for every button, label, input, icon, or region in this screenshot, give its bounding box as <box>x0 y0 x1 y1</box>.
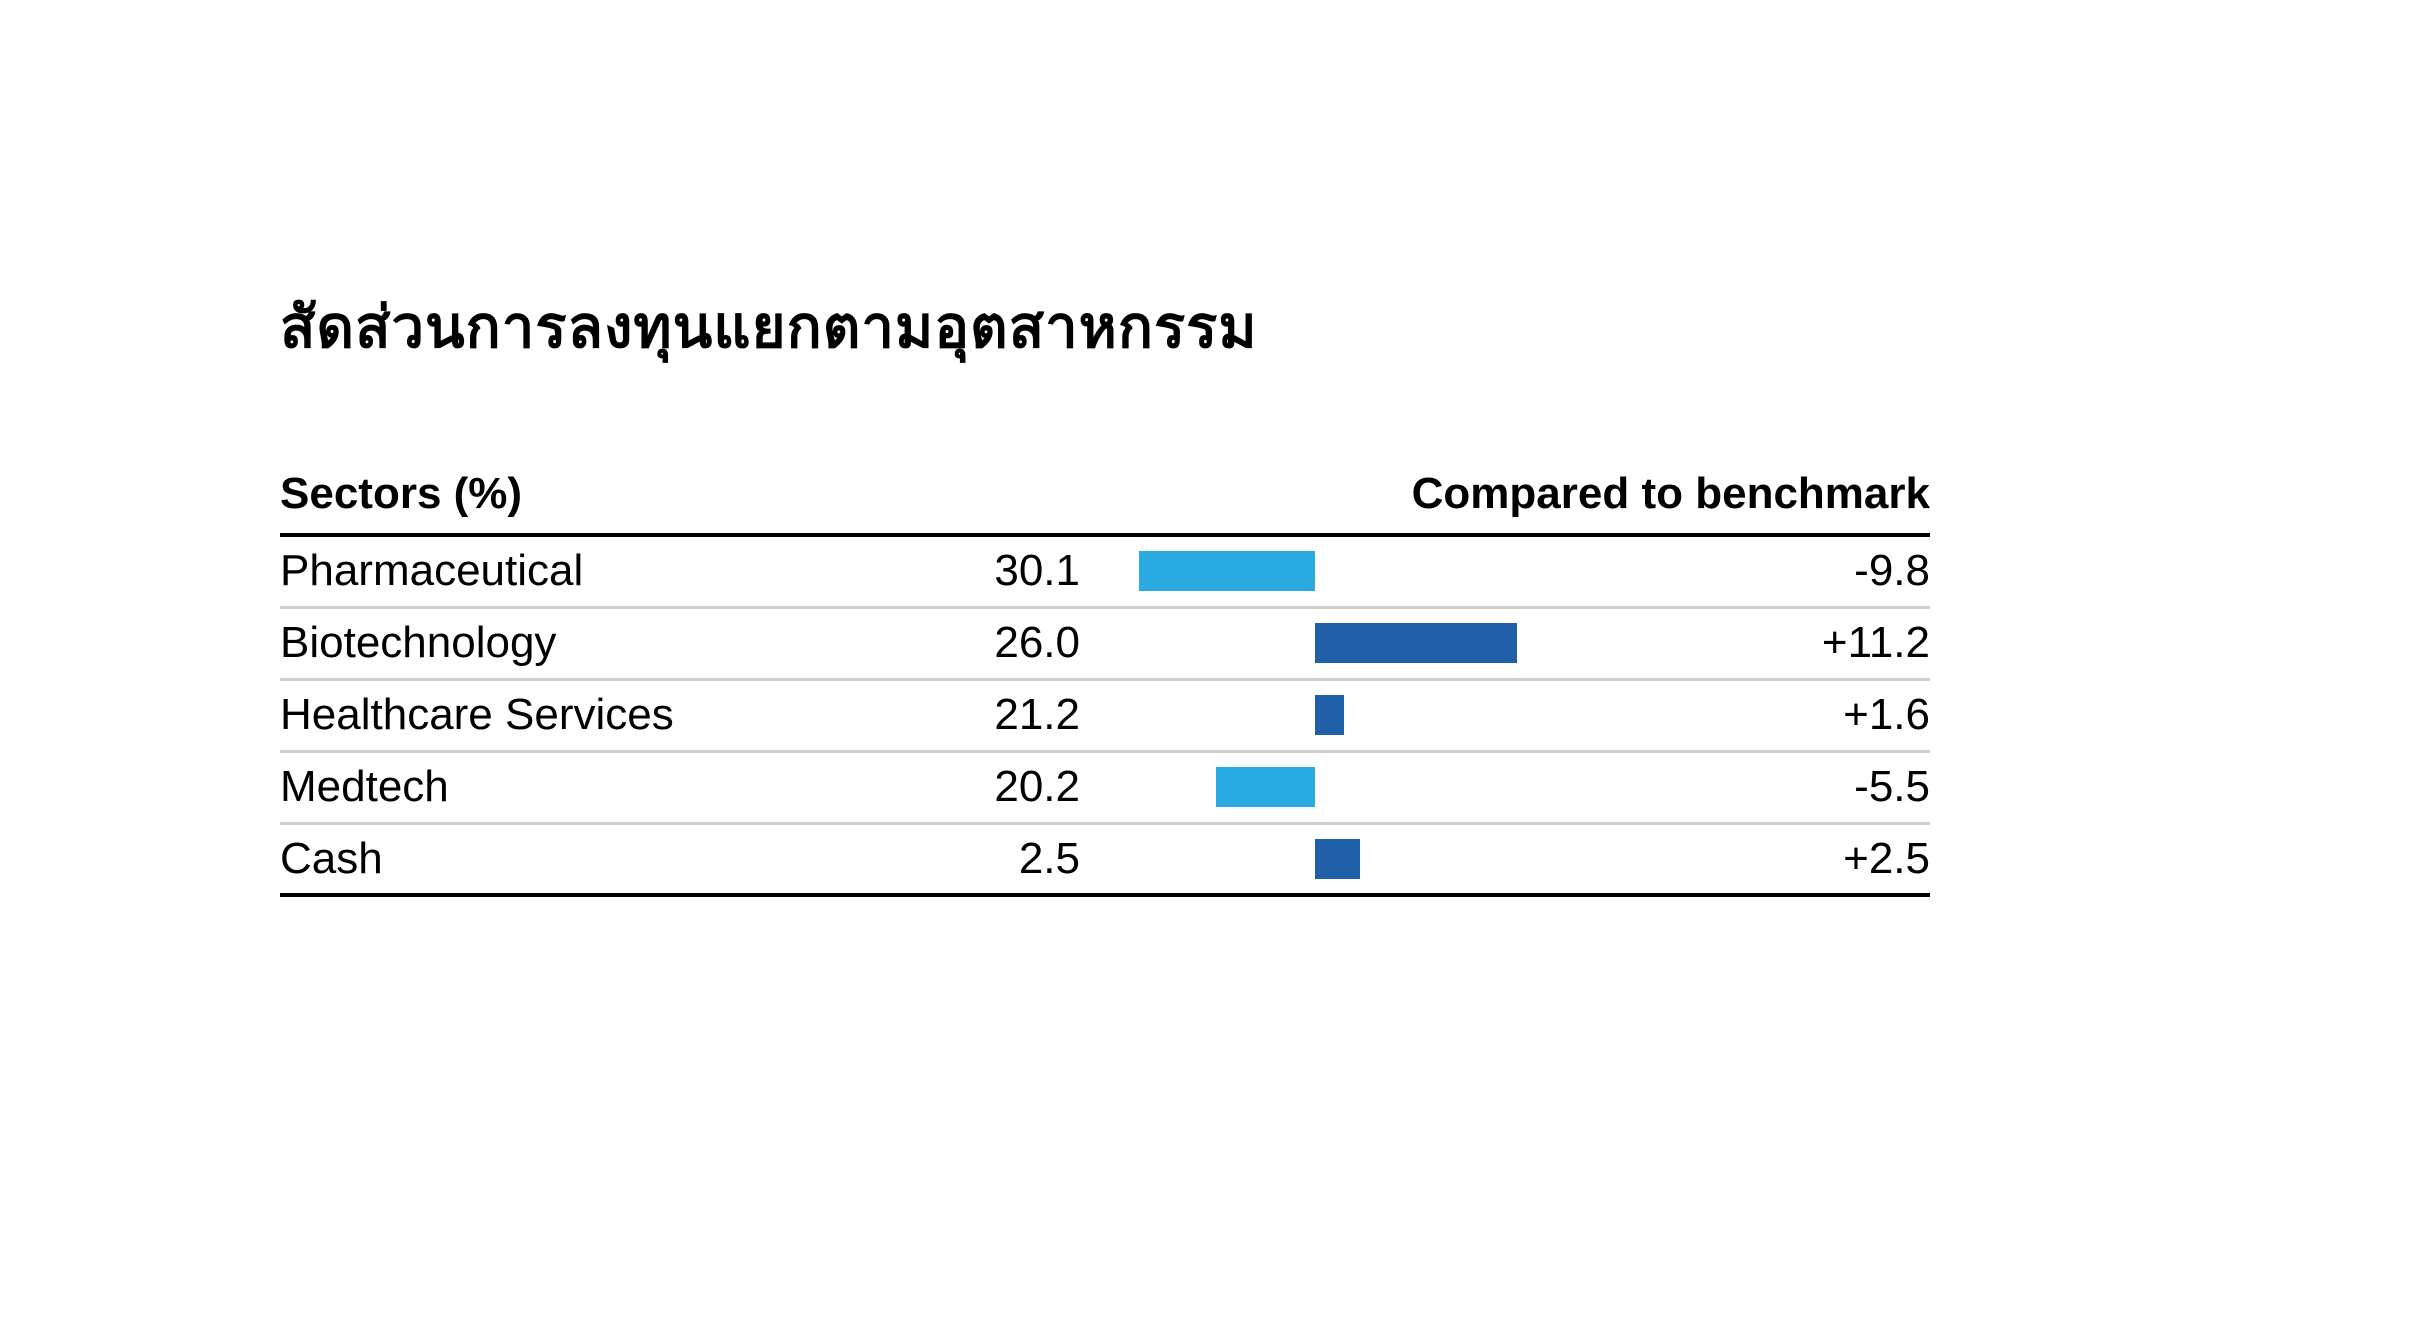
sector-name: Pharmaceutical <box>280 535 870 607</box>
sector-name: Medtech <box>280 751 870 823</box>
bar-cell <box>1080 751 1550 823</box>
diff-value: +1.6 <box>1550 679 1930 751</box>
sector-name: Cash <box>280 823 870 895</box>
bar-wrap <box>1080 545 1550 597</box>
sector-value: 30.1 <box>870 535 1080 607</box>
table-row: Biotechnology26.0 +11.2 <box>280 607 1930 679</box>
header-compared: Compared to benchmark <box>1080 463 1930 535</box>
sector-value: 2.5 <box>870 823 1080 895</box>
diff-value: +11.2 <box>1550 607 1930 679</box>
diff-value: +2.5 <box>1550 823 1930 895</box>
bar-wrap <box>1080 833 1550 885</box>
sector-value: 26.0 <box>870 607 1080 679</box>
bar-wrap <box>1080 761 1550 813</box>
diff-value: -5.5 <box>1550 751 1930 823</box>
sector-name: Healthcare Services <box>280 679 870 751</box>
diff-bar <box>1216 767 1315 807</box>
sector-value: 20.2 <box>870 751 1080 823</box>
table-row: Healthcare Services21.2 +1.6 <box>280 679 1930 751</box>
sector-value: 21.2 <box>870 679 1080 751</box>
sector-table: Sectors (%) Compared to benchmark Pharma… <box>280 463 1930 897</box>
table-row: Medtech20.2 -5.5 <box>280 751 1930 823</box>
diff-value: -9.8 <box>1550 535 1930 607</box>
bar-cell <box>1080 679 1550 751</box>
diff-bar <box>1315 695 1344 735</box>
bar-cell <box>1080 607 1550 679</box>
diff-bar <box>1139 551 1315 591</box>
bar-cell <box>1080 823 1550 895</box>
bar-wrap <box>1080 617 1550 669</box>
page-title: สัดส่วนการลงทุนแยกตามอุตสาหกรรม <box>280 280 2236 373</box>
table-header-row: Sectors (%) Compared to benchmark <box>280 463 1930 535</box>
diff-bar <box>1315 839 1360 879</box>
bar-wrap <box>1080 689 1550 741</box>
table-row: Pharmaceutical30.1 -9.8 <box>280 535 1930 607</box>
page-container: สัดส่วนการลงทุนแยกตามอุตสาหกรรม Sectors … <box>0 0 2436 897</box>
diff-bar <box>1315 623 1517 663</box>
header-sectors: Sectors (%) <box>280 463 1080 535</box>
sector-name: Biotechnology <box>280 607 870 679</box>
table-row: Cash2.5 +2.5 <box>280 823 1930 895</box>
bar-cell <box>1080 535 1550 607</box>
